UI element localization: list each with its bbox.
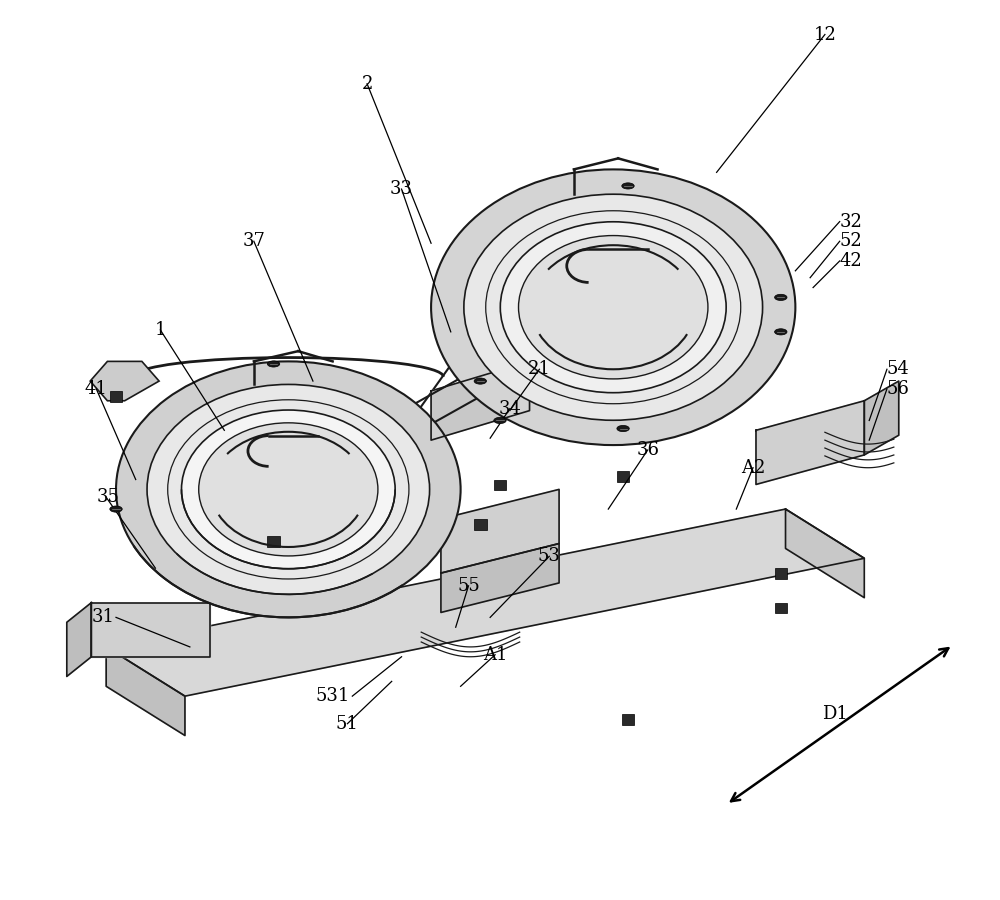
Text: 531: 531 — [315, 687, 350, 705]
Polygon shape — [106, 647, 185, 735]
Text: 31: 31 — [91, 608, 114, 626]
Ellipse shape — [181, 410, 395, 569]
Text: 21: 21 — [528, 360, 551, 378]
Ellipse shape — [617, 426, 629, 432]
Text: A2: A2 — [741, 459, 765, 477]
Ellipse shape — [464, 194, 763, 420]
Ellipse shape — [519, 236, 708, 379]
Text: 2: 2 — [361, 75, 373, 93]
Text: 53: 53 — [538, 547, 561, 565]
Ellipse shape — [500, 221, 726, 392]
Polygon shape — [617, 472, 629, 482]
Polygon shape — [67, 603, 91, 677]
Ellipse shape — [622, 183, 634, 189]
Polygon shape — [494, 480, 506, 491]
Text: 1: 1 — [155, 321, 166, 339]
Polygon shape — [775, 568, 787, 579]
Polygon shape — [431, 362, 530, 440]
Ellipse shape — [116, 362, 461, 617]
Ellipse shape — [775, 294, 787, 301]
Polygon shape — [91, 603, 210, 657]
Text: 42: 42 — [840, 252, 862, 270]
Polygon shape — [90, 362, 159, 400]
Text: 33: 33 — [390, 180, 413, 198]
Text: 51: 51 — [336, 715, 359, 733]
Polygon shape — [786, 509, 864, 598]
Text: 55: 55 — [457, 577, 480, 595]
Polygon shape — [267, 536, 280, 546]
Text: 37: 37 — [242, 232, 265, 250]
Ellipse shape — [199, 423, 378, 556]
Text: 34: 34 — [498, 400, 521, 418]
Text: 56: 56 — [887, 380, 910, 398]
Polygon shape — [864, 381, 899, 454]
Polygon shape — [622, 714, 634, 724]
Text: 41: 41 — [85, 380, 108, 398]
Ellipse shape — [431, 169, 795, 446]
Ellipse shape — [775, 328, 787, 335]
Ellipse shape — [267, 361, 280, 367]
Polygon shape — [110, 391, 122, 401]
Ellipse shape — [147, 384, 430, 594]
Text: 52: 52 — [840, 232, 862, 250]
Polygon shape — [441, 490, 559, 573]
Text: D1: D1 — [822, 705, 848, 723]
Ellipse shape — [494, 418, 506, 424]
Text: A1: A1 — [483, 646, 507, 664]
Ellipse shape — [110, 506, 122, 512]
Text: 35: 35 — [96, 489, 119, 507]
Text: 36: 36 — [636, 441, 659, 459]
Polygon shape — [775, 603, 787, 613]
Polygon shape — [756, 400, 864, 484]
Text: 12: 12 — [813, 25, 836, 43]
Polygon shape — [474, 519, 487, 529]
Ellipse shape — [474, 378, 487, 384]
Polygon shape — [106, 509, 864, 696]
Text: 54: 54 — [887, 360, 910, 378]
Polygon shape — [441, 544, 559, 613]
Text: 32: 32 — [840, 212, 863, 230]
